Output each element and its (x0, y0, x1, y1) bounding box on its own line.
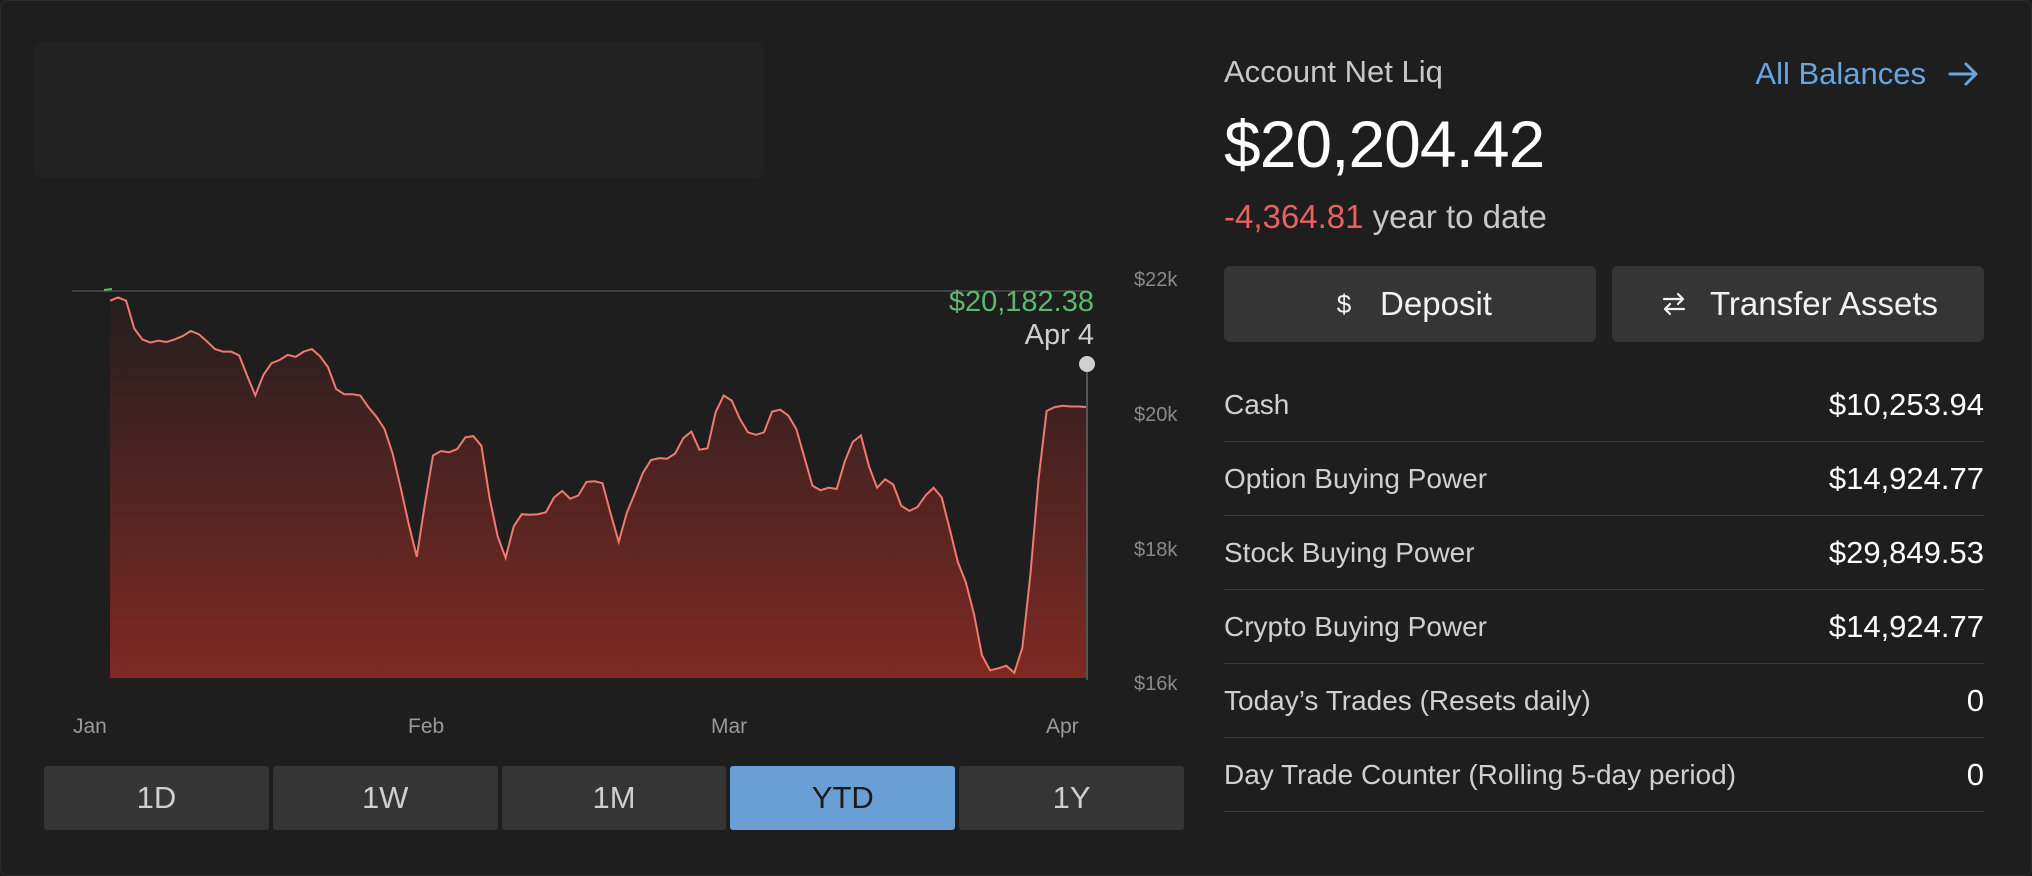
range-1m-button[interactable]: 1M (501, 766, 727, 830)
swap-arrows-icon (1662, 292, 1686, 316)
balance-row-option-buying-power: Option Buying Power $14,924.77 (1224, 442, 1984, 516)
balance-row-day-trade-counter: Day Trade Counter (Rolling 5-day period)… (1224, 738, 1984, 812)
balance-value: $29,849.53 (1828, 534, 1984, 570)
balance-label: Stock Buying Power (1224, 536, 1475, 568)
balance-value: $10,253.94 (1828, 386, 1984, 422)
transfer-assets-label: Transfer Assets (1709, 285, 1939, 322)
net-liq-value: $20,204.42 (1224, 107, 1545, 181)
balance-label: Option Buying Power (1224, 462, 1488, 494)
arrow-right-icon (1948, 62, 1978, 86)
y-tick-16k: $16k (1134, 673, 1178, 695)
balance-label: Day Trade Counter (Rolling 5-day period) (1224, 758, 1737, 790)
all-balances-label: All Balances (1755, 56, 1926, 91)
tooltip-value: $20,182.38 (949, 286, 1094, 318)
range-1w-button[interactable]: 1W (272, 766, 498, 830)
start-marker (103, 288, 113, 291)
y-tick-18k: $18k (1134, 539, 1178, 561)
ytd-change-line: -4,364.81 year to date (1224, 198, 1547, 236)
range-1d-button[interactable]: 1D (44, 766, 269, 830)
y-tick-22k: $22k (1134, 269, 1178, 291)
ytd-suffix: year to date (1372, 198, 1547, 235)
y-tick-20k: $20k (1134, 404, 1178, 426)
svg-text:$: $ (1337, 289, 1352, 319)
balance-row-todays-trades: Today’s Trades (Resets daily) 0 (1224, 664, 1984, 738)
balance-value: $14,924.77 (1828, 608, 1984, 644)
x-tick-mar: Mar (711, 715, 747, 738)
x-tick-feb: Feb (408, 715, 444, 738)
balance-value: 0 (1966, 682, 1984, 718)
chart-line (109, 296, 1088, 675)
balance-value: 0 (1966, 756, 1984, 792)
cursor-dot (1079, 356, 1095, 372)
all-balances-link[interactable]: All Balances (1755, 54, 1984, 94)
chart-area-fill (110, 297, 1087, 678)
balance-label: Cash (1224, 388, 1290, 420)
x-tick-apr: Apr (1046, 715, 1079, 738)
loading-placeholder (34, 42, 764, 178)
time-range-selector: 1D 1W 1M YTD 1Y (44, 766, 1184, 830)
range-1y-button[interactable]: 1Y (959, 766, 1184, 830)
deposit-label: Deposit (1380, 285, 1492, 322)
balance-label: Crypto Buying Power (1224, 610, 1488, 642)
transfer-assets-button[interactable]: Transfer Assets (1612, 266, 1984, 342)
balance-label: Today’s Trades (Resets daily) (1224, 684, 1591, 716)
balance-row-stock-buying-power: Stock Buying Power $29,849.53 (1224, 516, 1984, 590)
net-liq-chart[interactable]: $20,182.38 Apr 4 $22k $20k $18k $16k Jan… (0, 0, 1200, 760)
account-net-liq-label: Account Net Liq (1224, 54, 1443, 89)
x-tick-jan: Jan (73, 715, 107, 738)
balance-value: $14,924.77 (1828, 460, 1984, 496)
tooltip-date: Apr 4 (1025, 319, 1094, 351)
balance-row-cash: Cash $10,253.94 (1224, 368, 1984, 442)
ytd-change-value: -4,364.81 (1224, 198, 1364, 235)
dollar-icon: $ (1337, 289, 1352, 319)
balance-row-crypto-buying-power: Crypto Buying Power $14,924.77 (1224, 590, 1984, 664)
balances-list: Cash $10,253.94 Option Buying Power $14,… (1224, 368, 1984, 812)
range-ytd-button[interactable]: YTD (730, 766, 956, 830)
deposit-button[interactable]: $ Deposit (1224, 266, 1596, 342)
